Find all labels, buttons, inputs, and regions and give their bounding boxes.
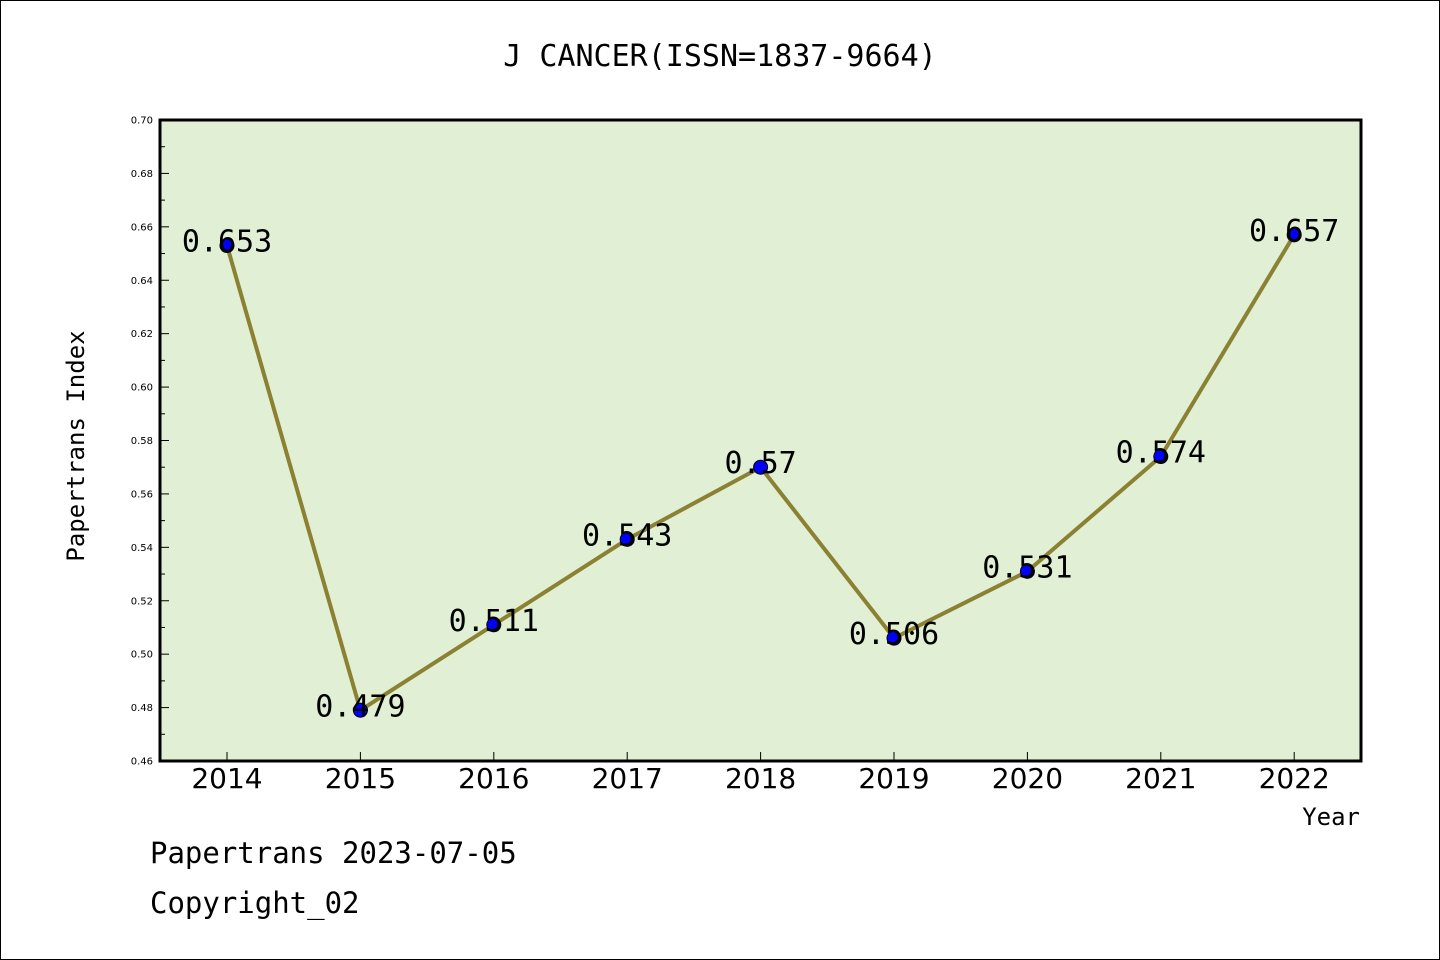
data-label: 0.479 [315,689,405,724]
x-tick-label: 2014 [191,762,262,795]
footer-date: Papertrans 2023-07-05 [150,836,517,870]
y-tick-label: 0.58 [131,436,153,447]
data-label: 0.653 [182,225,272,260]
footer-copyright: Copyright_02 [150,886,360,920]
y-tick-label: 0.56 [131,489,153,500]
data-label: 0.506 [849,617,939,652]
data-point [619,531,635,547]
y-tick-label: 0.48 [131,703,153,714]
y-tick-label: 0.54 [131,543,153,554]
y-tick-label: 0.50 [131,650,153,661]
x-tick-label: 2021 [1125,762,1196,795]
data-point [1153,449,1169,465]
y-axis: 0.46 0.48 0.50 0.52 0.54 0.56 0.58 0.60 0.62 0.64… [131,116,169,768]
y-tick-label: 0.66 [131,222,153,233]
data-labels: 0.653 0.479 0.511 0.543 0.57 0.506 0.531 0.574 0… [182,214,1340,724]
data-point [352,702,368,718]
x-axis: 2014 2015 2016 2017 2018 2019 2020 2021 2022 [191,752,1330,795]
y-tick-label: 0.64 [131,276,153,287]
x-tick-label: 2017 [592,762,663,795]
data-label: 0.543 [582,518,672,553]
x-tick-label: 2020 [992,762,1063,795]
data-label: 0.657 [1249,214,1339,249]
chart-title: J CANCER(ISSN=1837-9664) [503,39,936,74]
y-tick-label: 0.46 [131,757,153,768]
y-tick-label: 0.70 [131,116,153,127]
data-label: 0.531 [982,550,1072,585]
y-tick-label: 0.68 [131,169,153,180]
x-tick-label: 2022 [1259,762,1330,795]
series [219,227,1302,718]
data-label: 0.57 [724,446,796,481]
data-label: 0.574 [1116,436,1206,471]
y-tick-label: 0.60 [131,383,153,394]
data-label: 0.511 [449,604,539,639]
data-point [753,459,769,475]
x-axis-label: Year [1302,803,1360,831]
x-tick-label: 2019 [858,762,929,795]
data-point [486,617,502,633]
x-tick-label: 2016 [458,762,529,795]
data-point [1286,227,1302,243]
y-tick-label: 0.62 [131,329,153,340]
x-tick-label: 2015 [325,762,396,795]
plot-area [160,120,1361,761]
y-axis-label: Papertrans Index [62,330,90,561]
plot-border [158,118,1363,763]
data-point [886,630,902,646]
data-point [1019,563,1035,579]
x-tick-label: 2018 [725,762,796,795]
data-point [219,238,235,254]
y-tick-label: 0.52 [131,596,153,607]
